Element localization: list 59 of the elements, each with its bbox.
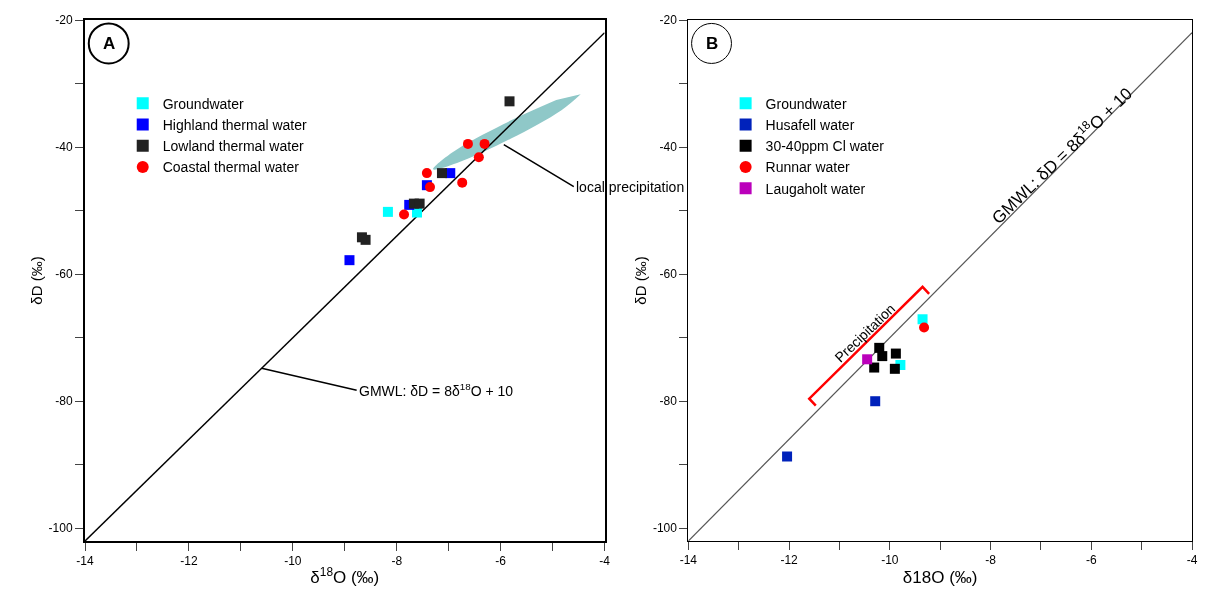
point [917,314,928,325]
point [919,322,930,333]
point [414,198,425,209]
x-axis-title: δ$^{18}$O (‰) [310,565,380,588]
x-tick-label: -6 [1085,553,1097,568]
y-tick-label: -20 [659,13,678,28]
x-tick-label: -4 [599,554,611,569]
point [462,138,473,149]
annotation: GMWL: δD = 8δ$^{18}$O + 10 [359,381,514,399]
x-tick-label: -8 [985,553,997,568]
legend-label: Groundwater [162,95,244,112]
point [425,182,436,193]
point [356,232,367,243]
point [421,168,432,179]
x-tick-label: -10 [881,553,899,568]
point [504,96,515,107]
legend-label: 30-40ppm Cl water [765,138,885,155]
x-tick-label: -14 [679,553,698,568]
legend-label: Coastal thermal water [162,159,300,176]
y-tick-label: -100 [48,521,73,536]
x-axis-title: δ18O (‰) [902,567,978,587]
y-tick-label: -60 [659,267,678,282]
point [473,152,484,163]
annotation: B [706,34,719,53]
y-tick-label: -20 [55,13,73,28]
x-tick-label: -14 [76,554,94,569]
legend-label: Husafell water [765,116,855,133]
x-tick-label: -8 [391,554,403,569]
y-tick-label: -60 [55,267,73,282]
point [889,363,900,374]
point [382,206,393,217]
point [479,138,490,149]
legend-label: Runnar water [765,159,850,176]
point [399,209,410,220]
point [870,396,881,407]
annotation: local precipitation [576,179,685,195]
point [457,177,468,188]
y-tick-label: -100 [652,521,678,536]
legend-label: Laugaholt water [765,180,866,197]
point [436,168,447,179]
x-tick-label: -12 [180,554,198,569]
point [869,362,880,373]
x-tick-label: -4 [1186,553,1198,568]
legend-label: Highland thermal water [162,116,308,133]
y-tick-label: -40 [659,140,678,155]
y-axis-title: δD (‰) [632,256,650,305]
x-tick-label: -6 [495,554,507,569]
line-series [807,285,931,407]
legend-label: Lowland thermal water [162,138,304,155]
y-tick-label: -40 [55,140,73,155]
y-axis-title: δD (‰) [28,256,46,305]
point [782,451,793,462]
x-tick-label: -12 [780,553,799,568]
annotation: A [103,34,116,53]
y-tick-label: -80 [55,394,73,409]
y-tick-label: -80 [659,394,678,409]
point [344,255,355,266]
legend-label: Groundwater [765,95,847,112]
x-tick-label: -10 [284,554,302,569]
